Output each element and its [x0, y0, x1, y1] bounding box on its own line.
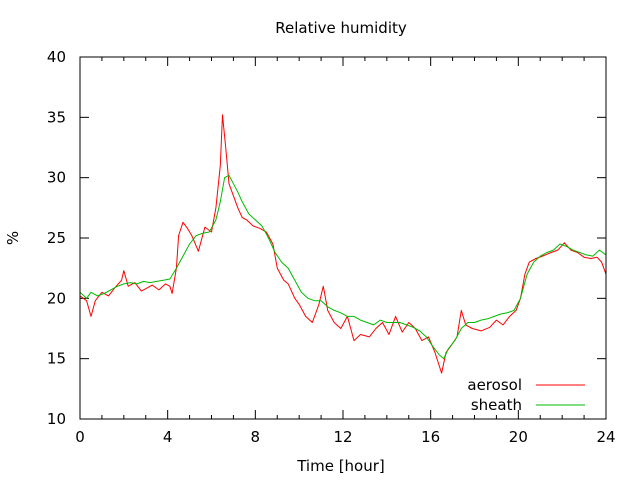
y-tick-label: 30 [47, 169, 66, 187]
y-tick-label: 10 [47, 410, 66, 428]
y-tick-label: 15 [47, 350, 66, 368]
x-tick-label: 12 [333, 428, 352, 446]
legend-label: aerosol [467, 376, 522, 394]
axis-ticks [79, 56, 607, 420]
legend-label: sheath [471, 396, 522, 414]
x-axis-label: Time [hour] [296, 457, 385, 475]
x-tick-label: 8 [251, 428, 261, 446]
y-tick-label: 20 [47, 289, 66, 307]
chart-title: Relative humidity [275, 19, 407, 37]
series-line-aerosol [79, 114, 607, 374]
plot-area [79, 56, 607, 420]
x-tick-label: 20 [509, 428, 528, 446]
plot-frame [79, 56, 607, 420]
y-tick-label: 40 [47, 48, 66, 66]
series-layer [79, 114, 607, 374]
y-tick-labels: 10 15 20 25 30 35 40 [47, 48, 66, 428]
y-tick-label: 35 [47, 108, 66, 126]
x-tick-label: 24 [596, 428, 615, 446]
y-axis-label: % [4, 231, 22, 245]
x-tick-label: 0 [75, 428, 85, 446]
legend: aerosol sheath [467, 376, 585, 414]
x-tick-labels: 0 4 8 12 16 20 24 [75, 428, 615, 446]
series-line-sheath [79, 174, 607, 360]
x-tick-label: 4 [163, 428, 173, 446]
y-tick-label: 25 [47, 229, 66, 247]
x-tick-label: 16 [421, 428, 440, 446]
